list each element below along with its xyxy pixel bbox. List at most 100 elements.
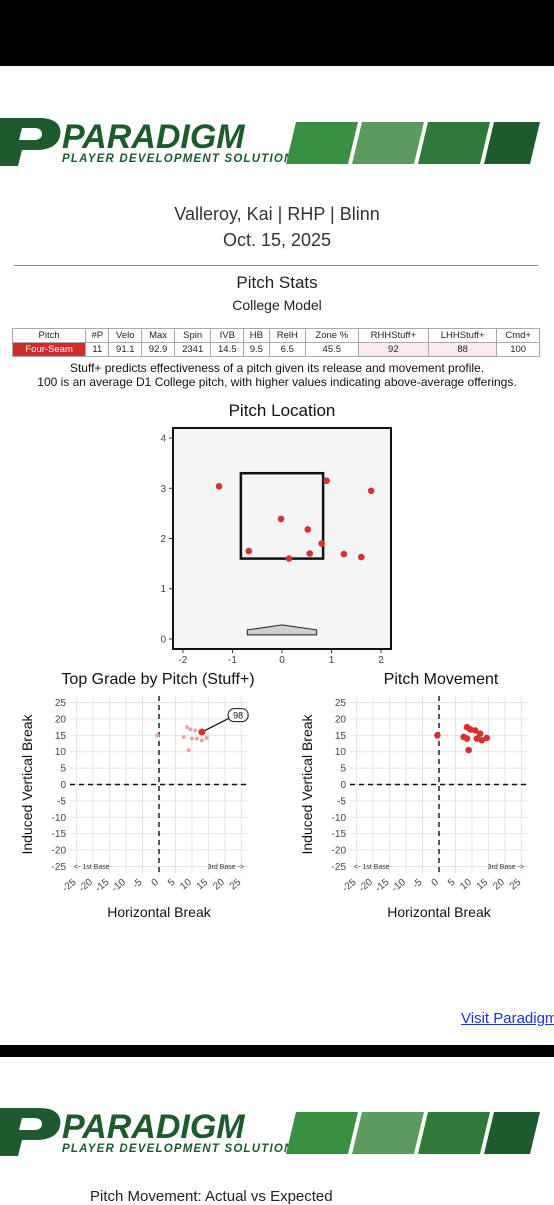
y-tick-label: 5 xyxy=(340,764,346,775)
pitch-point xyxy=(186,748,191,753)
pitch-point xyxy=(204,735,209,740)
strike-zone xyxy=(239,471,325,560)
x-tick-label: -10 xyxy=(390,877,408,895)
pitch-point xyxy=(245,547,253,555)
x-axis-label: Horizontal Break xyxy=(387,904,491,920)
cell: 2341 xyxy=(173,342,212,357)
col-header: RHHStuff+ xyxy=(357,328,430,343)
y-tick-label: 5 xyxy=(60,764,66,775)
highlight-badge xyxy=(227,708,249,723)
table-header-row: Pitch #P Velo Max Spin IVB HB RelH Zone … xyxy=(11,328,540,343)
cell: 92.9 xyxy=(141,342,175,357)
logo-name: PARADIGM xyxy=(62,118,245,156)
pitch-point xyxy=(323,477,330,485)
col-header: Spin xyxy=(173,328,212,343)
cell: 11 xyxy=(85,342,110,357)
pitch-point xyxy=(193,728,198,733)
col-header: Cmd+ xyxy=(496,328,540,343)
pitch-point xyxy=(467,726,474,733)
y-tick-label: -20 xyxy=(52,846,67,857)
y-tick-label: -25 xyxy=(332,862,347,873)
pitch-point xyxy=(189,736,194,741)
chart-title: Top Grade by Pitch (Stuff+) xyxy=(61,671,254,688)
cell: 14.5 xyxy=(210,342,245,357)
y-tick-label: 0 xyxy=(340,780,346,791)
separator-black-bar xyxy=(0,1045,554,1057)
y-tick-label: 10 xyxy=(55,747,67,758)
pitch-point xyxy=(155,733,160,738)
x-tick-label: 10 xyxy=(458,877,474,893)
stuff-note-1: Stuff+ predicts effectiveness of a pitch… xyxy=(69,361,485,375)
cell: 92 xyxy=(357,342,430,357)
pitch-point xyxy=(465,746,472,754)
x-tick-label: -5 xyxy=(131,877,145,891)
highlight-label: 98 xyxy=(233,711,243,721)
cell: 88 xyxy=(428,342,498,357)
report-date: Oct. 15, 2025 xyxy=(222,230,332,250)
pitch-point xyxy=(367,487,375,495)
x-tick-label: 2 xyxy=(378,655,384,666)
top-grade-chart: Top Grade by Pitch (Stuff+)-25-25-20-20-… xyxy=(19,671,255,920)
x-tick-label: 20 xyxy=(491,877,507,893)
table-row: Four-Seam 11 91.1 92.9 2341 14.5 9.5 6.5… xyxy=(11,342,540,357)
stats-title: Pitch Stats xyxy=(236,273,318,292)
y-tick-label: -15 xyxy=(52,829,67,840)
y-tick-label: -5 xyxy=(337,796,346,807)
pitch-point xyxy=(478,736,486,744)
y-tick-label: -20 xyxy=(332,846,347,857)
pitch-point xyxy=(185,725,190,730)
home-plate xyxy=(246,624,318,636)
x-tick-label: 0 xyxy=(430,877,442,889)
pitch-stats-table: Pitch #P Velo Max Spin IVB HB RelH Zone … xyxy=(11,328,540,357)
y-tick-label: 1 xyxy=(160,584,166,595)
y-tick-label: 10 xyxy=(335,747,347,758)
plot-area xyxy=(172,427,392,650)
x-tick-label: 10 xyxy=(178,877,194,893)
stats-subtitle: College Model xyxy=(232,297,322,313)
pitch-point xyxy=(483,734,491,742)
y-tick-label: 4 xyxy=(160,434,166,445)
pitch-point xyxy=(194,736,199,741)
pitch-point xyxy=(199,738,204,743)
x-tick-label: -1 xyxy=(228,655,237,666)
y-tick-label: 0 xyxy=(60,780,66,791)
pitch-point xyxy=(434,732,441,739)
corner-label-left: <- 1st Base xyxy=(74,864,110,871)
col-header: RelH xyxy=(268,328,306,343)
pitch-movement-chart: Pitch Movement-25-25-20-20-15-15-10-10-5… xyxy=(299,671,528,920)
pitch-point xyxy=(304,526,312,533)
paradigm-logo-2: PARADIGM PLAYER DEVELOPMENT SOLUTIONS xyxy=(0,1108,540,1156)
y-tick-label: 25 xyxy=(335,698,347,709)
top-black-bar xyxy=(0,0,554,66)
cell: 45.5 xyxy=(304,342,359,357)
pitch-point xyxy=(181,734,186,739)
pitch-point xyxy=(471,727,479,734)
pitch-point xyxy=(188,727,193,732)
logo-name: PARADIGM xyxy=(62,1108,245,1146)
highlight-leader xyxy=(201,717,231,733)
y-tick-label: -10 xyxy=(52,813,67,824)
col-header: Pitch xyxy=(11,328,87,343)
pitch-point xyxy=(476,730,484,737)
y-tick-label: 0 xyxy=(160,634,166,645)
y-tick-label: 20 xyxy=(55,714,67,725)
col-header: Velo xyxy=(108,328,143,343)
divider xyxy=(14,265,538,266)
pitch-point xyxy=(463,735,471,742)
visit-paradigm-link[interactable]: Visit Paradigm xyxy=(461,1010,554,1027)
col-header: Zone % xyxy=(304,328,359,343)
y-axis-label: Induced Vertical Break xyxy=(19,713,35,854)
y-tick-label: 2 xyxy=(160,534,166,545)
cell: 9.5 xyxy=(243,342,270,357)
y-tick-label: -5 xyxy=(57,796,66,807)
x-tick-label: 0 xyxy=(150,877,162,889)
x-tick-label: 20 xyxy=(211,877,227,893)
cell-pitch: Four-Seam xyxy=(11,342,87,357)
logo-tagline: PLAYER DEVELOPMENT SOLUTIONS xyxy=(62,1143,302,1155)
pitch-point xyxy=(340,550,348,558)
corner-label-right: 3rd Base -> xyxy=(488,864,524,871)
cell: 6.5 xyxy=(268,342,306,357)
y-tick-label: -15 xyxy=(332,829,347,840)
col-header: HB xyxy=(243,328,270,343)
corner-label-right: 3rd Base -> xyxy=(208,864,244,871)
